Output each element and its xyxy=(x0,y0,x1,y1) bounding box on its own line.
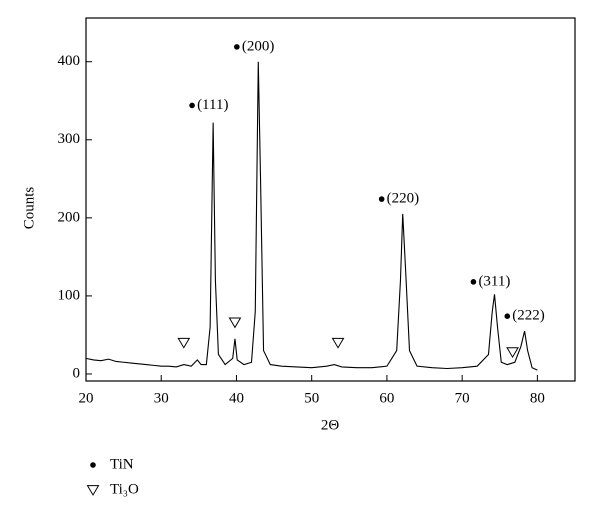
x-tick-label: 80 xyxy=(530,390,545,406)
annotation-dot xyxy=(378,196,385,202)
x-tick-label: 20 xyxy=(79,390,94,406)
annotation-triangle xyxy=(177,337,191,349)
annotation-dot xyxy=(189,102,195,109)
x-tick-label: 40 xyxy=(229,390,244,406)
legend-label: Ti₃O xyxy=(110,481,139,497)
data-line xyxy=(85,61,538,371)
y-tick-label: 100 xyxy=(58,287,81,303)
annotation-label: (111) xyxy=(197,97,228,113)
annotation-dot xyxy=(470,279,477,285)
legend-triangle xyxy=(86,485,100,496)
annotation-label: (311) xyxy=(478,273,510,289)
x-axis-label: 2Θ xyxy=(321,417,340,433)
y-axis-label: Counts xyxy=(21,187,37,230)
y-tick-label: 300 xyxy=(58,131,81,147)
annotation-triangle xyxy=(228,317,242,329)
legend-label: TiN xyxy=(110,456,134,472)
annotation-label: (222) xyxy=(512,308,545,324)
legend-dot xyxy=(90,462,96,468)
x-tick-label: 60 xyxy=(379,390,394,406)
y-tick-label: 400 xyxy=(58,53,81,69)
y-tick-label: 200 xyxy=(58,209,81,225)
x-tick-label: 30 xyxy=(154,390,169,406)
x-tick-label: 50 xyxy=(304,390,319,406)
plot-frame xyxy=(85,17,576,382)
annotation-dot xyxy=(504,313,511,320)
annotation-label: (200) xyxy=(242,38,275,54)
annotation-triangle xyxy=(331,337,345,349)
x-tick-label: 70 xyxy=(455,390,470,406)
annotation-dot xyxy=(234,44,240,50)
annotation-triangle xyxy=(506,347,519,359)
annotation-label: (220) xyxy=(387,191,420,207)
y-tick-label: 0 xyxy=(73,365,81,381)
